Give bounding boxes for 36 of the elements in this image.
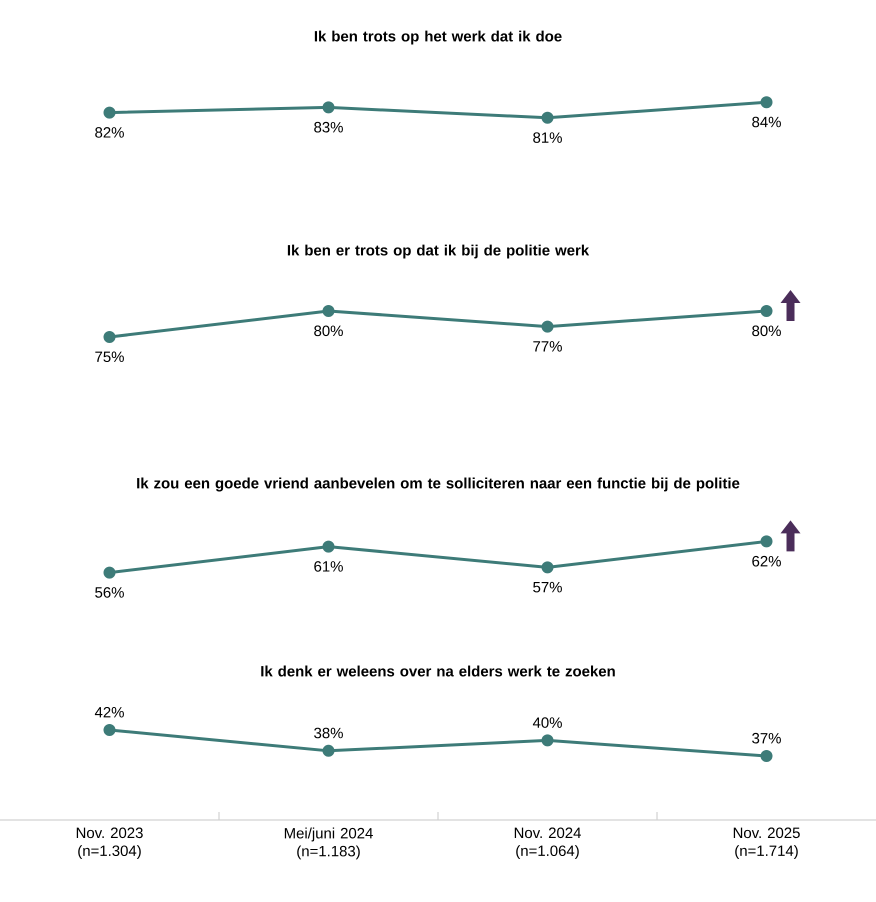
- point: [322, 744, 335, 757]
- chart-title: Ik ben er trots op dat ik bij de politie werk: [288, 244, 590, 258]
- point: [322, 540, 335, 553]
- data-label: 38%: [314, 728, 343, 738]
- chart-title: Ik denk er weleens over na elders werk te zoeken: [261, 666, 615, 677]
- data-label: 81%: [533, 132, 562, 143]
- data-label: 56%: [95, 587, 124, 598]
- data-label: 42%: [94, 706, 124, 718]
- data-label: 62%: [752, 556, 781, 566]
- point: [542, 112, 554, 124]
- data-label: 82%: [95, 127, 124, 138]
- chart-title: Ik ben trots op het werk dat ik doe: [314, 30, 562, 44]
- data-label: 37%: [752, 732, 781, 744]
- point: [760, 535, 773, 548]
- data-label: 80%: [314, 326, 343, 336]
- x-tick-label: Mei/juni 2024 (n=1.183): [284, 828, 373, 860]
- point: [104, 566, 116, 579]
- data-label: 80%: [752, 326, 781, 336]
- point: [542, 561, 554, 574]
- x-tick-label: Nov. 2024 (n=1.064): [514, 828, 581, 859]
- point: [104, 106, 116, 119]
- data-label: 77%: [533, 341, 562, 352]
- x-tick-label: Nov. 2025 (n=1.714): [734, 828, 800, 859]
- data-label: 75%: [95, 352, 124, 362]
- data-label: 83%: [314, 122, 343, 132]
- point: [760, 750, 773, 762]
- point: [760, 96, 773, 108]
- data-label: 84%: [752, 116, 781, 128]
- point: [542, 734, 554, 746]
- data-label: 57%: [533, 582, 562, 592]
- x-tick-label: Nov. 2023 (n=1.304): [76, 828, 143, 859]
- chart-title: Ik zou een goede vriend aanbevelen om te solliciteren naar een functie bij de politie: [137, 478, 740, 492]
- point: [104, 724, 116, 736]
- data-label: 40%: [532, 717, 562, 728]
- point: [322, 101, 335, 114]
- data-label: 61%: [314, 561, 343, 572]
